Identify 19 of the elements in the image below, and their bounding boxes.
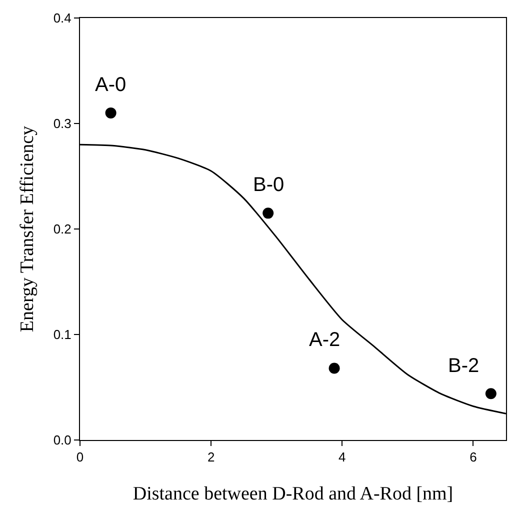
x-tick-label: 4 (338, 450, 346, 465)
x-tick-label: 6 (470, 450, 477, 465)
point (262, 208, 274, 219)
y-tick-label: 0.3 (53, 116, 72, 132)
annotation: A-0 (95, 74, 126, 96)
annotation: B-0 (253, 174, 284, 196)
annotation: A-2 (309, 329, 340, 351)
y-axis-title: Energy Transfer Efficiency (17, 125, 38, 332)
x-tick-label: 0 (76, 450, 84, 465)
x-tick-label: 2 (207, 450, 215, 465)
y-tick-label: 0.1 (53, 327, 72, 342)
point (105, 107, 116, 118)
point (328, 362, 340, 374)
point (485, 388, 496, 400)
y-tick-label: 0.4 (53, 10, 72, 26)
y-tick-label: 0.0 (53, 432, 72, 448)
annotation: B-2 (448, 355, 480, 377)
x-axis-title: Distance between D-Rod and A-Rod [nm] (132, 483, 454, 504)
y-tick-label: 0.2 (53, 222, 72, 237)
